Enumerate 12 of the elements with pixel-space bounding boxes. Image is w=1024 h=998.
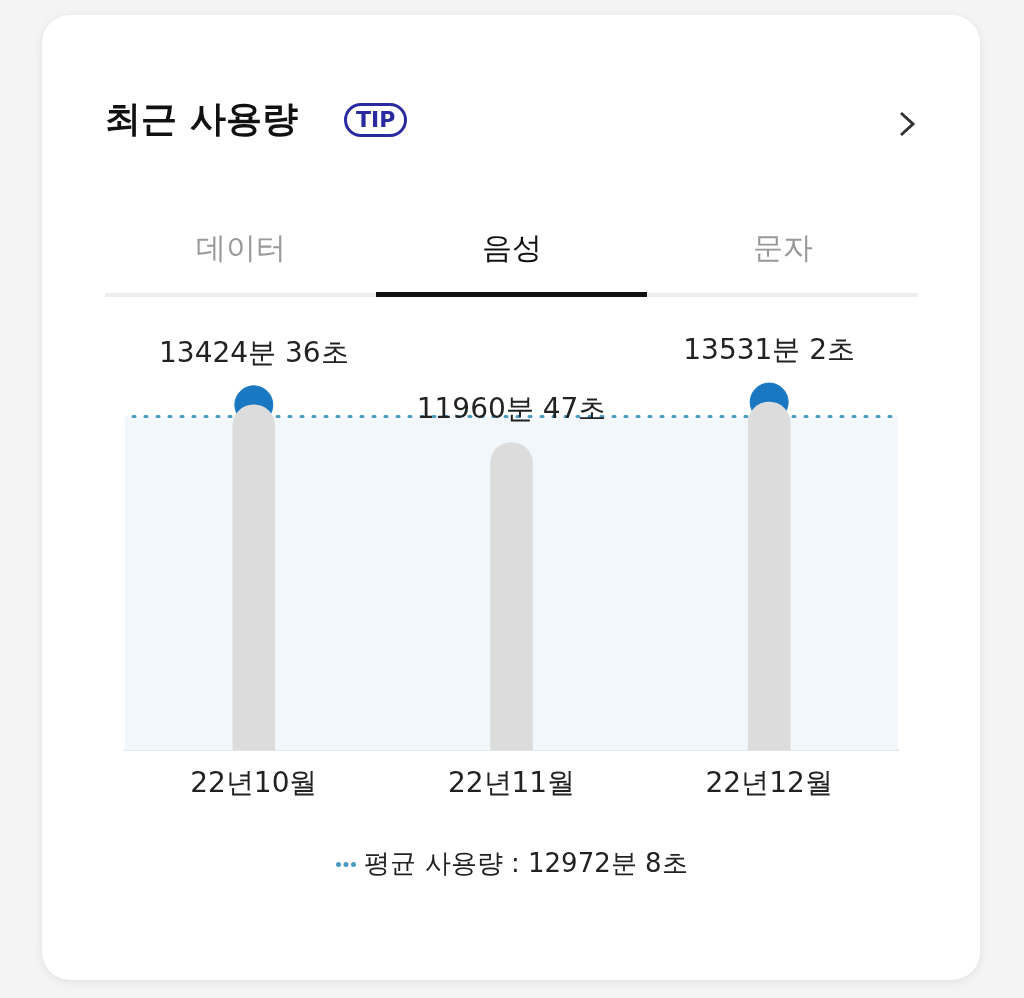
data-label: 11960분 47초 [416, 391, 607, 425]
x-tick-label: 22년11월 [447, 766, 576, 800]
x-tick-label: 22년12월 [705, 766, 833, 800]
text: 음성 [480, 229, 543, 267]
text: TIP [344, 103, 408, 137]
data-label: 13424분 36초 [159, 336, 349, 370]
text: 문자 [751, 229, 814, 267]
legend-label: 평균 사용량 : 12972분 8초 [364, 848, 688, 878]
data-label: 13531분 2초 [683, 333, 856, 367]
chart-title: 최근 사용량 [105, 97, 298, 141]
x-tick-label: 22년10월 [190, 766, 318, 800]
text: 데이터 [194, 229, 287, 267]
